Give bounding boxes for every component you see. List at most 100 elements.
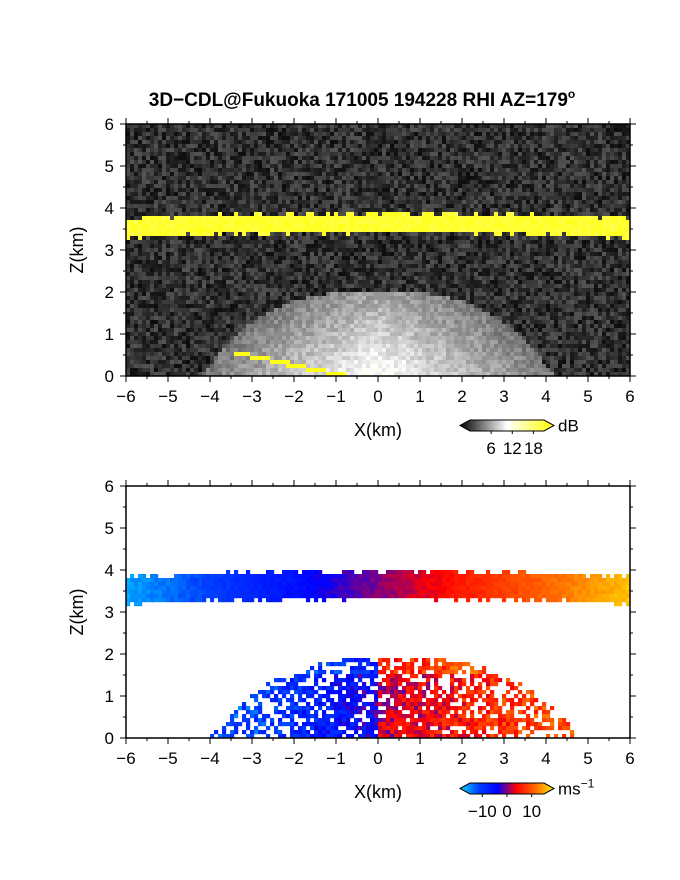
data-cell (190, 240, 195, 245)
data-cell (358, 152, 363, 157)
data-cell (398, 180, 403, 185)
data-cell (210, 176, 215, 181)
data-cell (290, 180, 295, 185)
data-cell (226, 140, 231, 145)
data-cell (130, 200, 135, 205)
data-cell (530, 208, 535, 213)
data-cell (146, 276, 151, 281)
data-cell (290, 268, 295, 273)
data-cell (226, 264, 231, 269)
data-cell (182, 188, 187, 193)
data-cell (246, 232, 251, 237)
data-cell (354, 232, 359, 237)
data-cell (502, 268, 507, 273)
data-cell (318, 168, 323, 173)
data-cell (398, 200, 403, 205)
data-cell (378, 132, 383, 137)
data-cell (574, 176, 579, 181)
data-cell (322, 244, 327, 249)
data-cell (378, 180, 383, 185)
data-cell (418, 228, 423, 233)
data-cell (194, 188, 199, 193)
data-cell (398, 128, 403, 133)
data-cell (502, 276, 507, 281)
data-cell (546, 148, 551, 153)
data-cell (282, 264, 287, 269)
data-cell (434, 188, 439, 193)
data-cell (234, 236, 239, 241)
data-cell (590, 248, 595, 253)
data-cell (498, 244, 503, 249)
data-cell (606, 252, 611, 257)
data-cell (458, 176, 463, 181)
data-cell (126, 128, 131, 133)
data-cell (394, 128, 399, 133)
data-cell (462, 232, 467, 237)
data-cell (574, 172, 579, 177)
data-cell (614, 236, 619, 241)
data-cell (558, 256, 563, 261)
data-cell (602, 144, 607, 149)
data-cell (446, 124, 451, 129)
data-cell (370, 144, 375, 149)
data-cell (438, 132, 443, 137)
data-cell (530, 244, 535, 249)
data-cell (154, 220, 159, 225)
data-cell (390, 256, 395, 261)
data-cell (330, 148, 335, 153)
data-cell (550, 172, 555, 177)
data-cell (582, 248, 587, 253)
data-cell (194, 124, 199, 129)
data-cell (530, 180, 535, 185)
data-cell (166, 272, 171, 277)
data-cell (606, 204, 611, 209)
data-cell (374, 212, 379, 217)
data-cell (494, 276, 499, 281)
data-cell (206, 252, 211, 257)
data-cell (554, 156, 559, 161)
data-cell (166, 188, 171, 193)
figure-title-text: 3D−CDL@Fukuoka 171005 194228 RHI AZ=179 (149, 90, 568, 111)
data-cell (270, 144, 275, 149)
data-cell (318, 124, 323, 129)
data-cell (354, 220, 359, 225)
data-cell (234, 140, 239, 145)
data-cell (134, 200, 139, 205)
data-cell (214, 168, 219, 173)
data-cell (310, 256, 315, 261)
data-cell (346, 232, 351, 237)
data-cell (334, 128, 339, 133)
data-cell (214, 204, 219, 209)
data-cell (486, 140, 491, 145)
data-cell (194, 244, 199, 249)
data-cell (266, 144, 271, 149)
data-cell (542, 204, 547, 209)
data-cell (234, 256, 239, 261)
data-cell (270, 252, 275, 257)
data-cell (158, 232, 163, 237)
data-cell (138, 228, 143, 233)
data-cell (522, 240, 527, 245)
data-cell (174, 196, 179, 201)
data-cell (486, 132, 491, 137)
data-cell (558, 276, 563, 281)
data-cell (582, 156, 587, 161)
data-cell (210, 144, 215, 149)
data-cell (166, 220, 171, 225)
data-cell (462, 276, 467, 281)
data-cell (570, 240, 575, 245)
data-cell (138, 212, 143, 217)
data-cell (502, 164, 507, 169)
data-cell (290, 236, 295, 241)
data-cell (198, 128, 203, 133)
data-cell (446, 240, 451, 245)
data-cell (150, 204, 155, 209)
data-cell (234, 156, 239, 161)
data-cell (150, 152, 155, 157)
data-cell (418, 260, 423, 265)
data-cell (602, 248, 607, 253)
data-cell (558, 132, 563, 137)
data-cell (582, 184, 587, 189)
data-cell (442, 264, 447, 269)
data-cell (526, 164, 531, 169)
